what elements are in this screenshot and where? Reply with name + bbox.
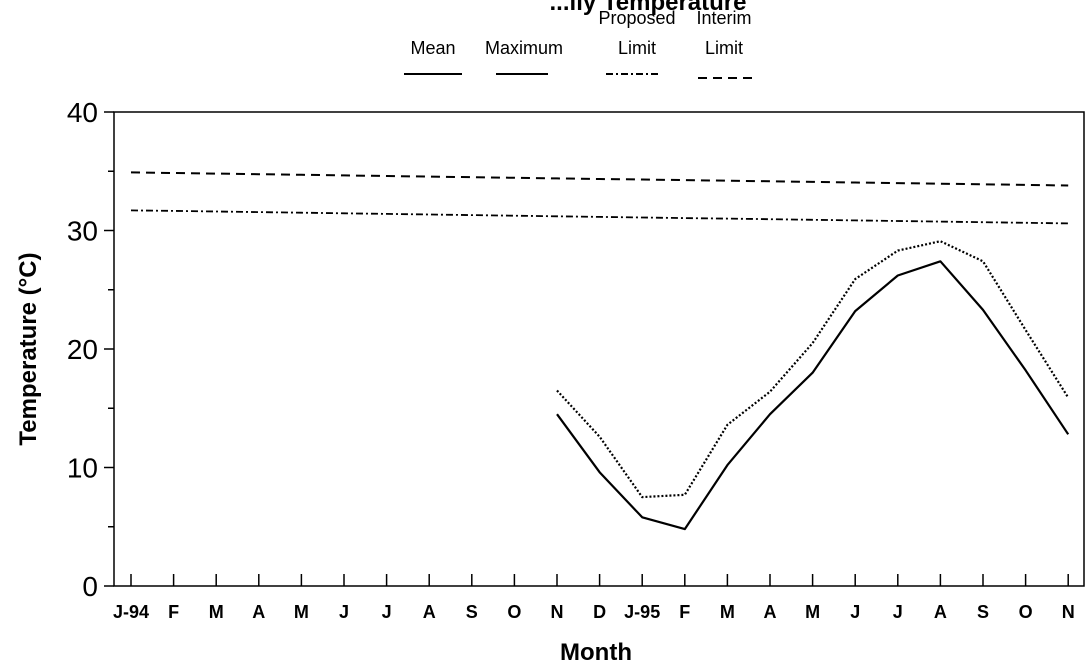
legend-label-proposed-1: Proposed — [598, 8, 675, 28]
x-tick-label: A — [252, 602, 265, 622]
x-tick-label: F — [168, 602, 179, 622]
x-tick-label: M — [209, 602, 224, 622]
x-tick-label: A — [423, 602, 436, 622]
legend-label-interim-2: Limit — [705, 38, 743, 58]
series-line-interim-limit — [130, 171, 1069, 187]
x-tick-label: J-95 — [624, 602, 660, 622]
series-line-maximum — [556, 240, 1070, 499]
x-tick-label: F — [679, 602, 690, 622]
chart-title: ...ily Temperature — [550, 0, 747, 16]
legend-label-proposed-2: Limit — [618, 38, 656, 58]
series-line-proposed-limit — [130, 209, 1069, 225]
x-tick-label: J — [339, 602, 349, 622]
legend-label-mean: Mean — [410, 38, 455, 58]
x-tick-label: N — [551, 602, 564, 622]
x-tick-label: A — [764, 602, 777, 622]
x-tick-label: J — [893, 602, 903, 622]
y-tick-label: 40 — [67, 97, 98, 128]
x-tick-label: D — [593, 602, 606, 622]
legend-label-maximum: Maximum — [485, 38, 563, 58]
x-tick-label: J — [850, 602, 860, 622]
x-tick-label: M — [805, 602, 820, 622]
x-axis-label: Month — [560, 639, 632, 666]
series-line-mean — [556, 260, 1070, 531]
x-tick-label: M — [294, 602, 309, 622]
x-tick-label: M — [720, 602, 735, 622]
x-tick-label: J-94 — [113, 602, 149, 622]
y-tick-label: 20 — [67, 334, 98, 365]
x-tick-label: N — [1062, 602, 1075, 622]
x-tick-label: J — [382, 602, 392, 622]
y-axis-label: Temperature (°C) — [15, 252, 42, 445]
x-tick-label: S — [466, 602, 478, 622]
y-tick-label: 0 — [82, 571, 98, 602]
x-tick-label: A — [934, 602, 947, 622]
series-layer — [130, 171, 1070, 531]
x-tick-label: O — [1019, 602, 1033, 622]
legend: Mean Maximum Proposed Limit Interim Limi… — [404, 8, 752, 79]
tick-layer: 0 10 20 30 40 J-94 F M A M J J A S O N D J-95 F M A M J J A S O N — [67, 97, 1075, 622]
x-tick-label: S — [977, 602, 989, 622]
plot-frame — [113, 111, 1085, 587]
x-tick-label: O — [507, 602, 521, 622]
y-tick-label: 30 — [67, 216, 98, 247]
legend-label-interim-1: Interim — [696, 8, 751, 28]
y-tick-label: 10 — [67, 453, 98, 484]
